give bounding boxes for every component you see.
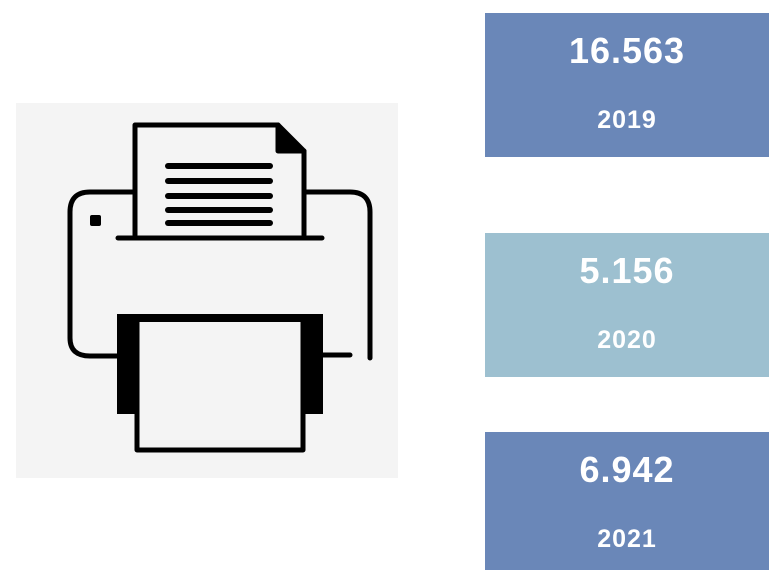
stat-value: 16.563 (568, 30, 686, 71)
printer-icon (67, 122, 373, 453)
stat-box: 6.942 2021 (485, 432, 769, 570)
printer-icon-panel (16, 103, 398, 478)
stat-box: 5.156 2020 (485, 233, 769, 377)
stat-year: 2020 (597, 326, 657, 354)
stat-box: 16.563 2019 (485, 13, 769, 157)
stat-value: 6.942 (579, 449, 675, 490)
stat-value: 5.156 (579, 250, 675, 291)
stat-year: 2021 (597, 525, 657, 553)
stat-year: 2019 (597, 106, 657, 134)
